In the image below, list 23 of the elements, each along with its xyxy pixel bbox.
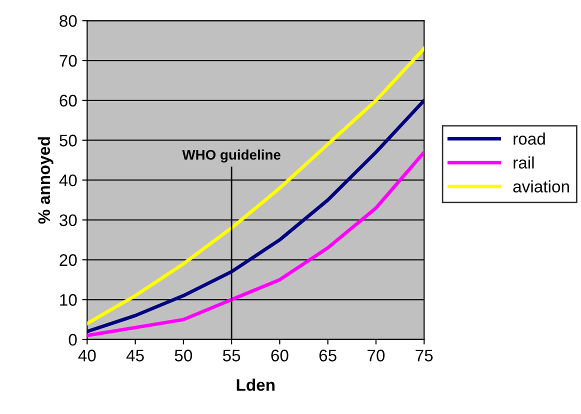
y-tick-label: 70 (60, 54, 77, 67)
y-axis-title: % annoyed (38, 137, 54, 224)
x-tick-label: 70 (368, 350, 385, 362)
x-tick-label: 45 (126, 350, 144, 362)
x-tick-label: 55 (222, 350, 240, 362)
y-tick-label: 40 (59, 174, 77, 186)
y-tick-label: 80 (60, 15, 77, 27)
x-tick-label: 65 (319, 350, 336, 362)
ref-line-label: WHO guideline (182, 150, 280, 163)
x-tick-label: 60 (271, 350, 288, 362)
y-tick-label: 30 (60, 214, 77, 226)
y-tick-label: 20 (60, 254, 77, 266)
y-tick-label: 50 (60, 134, 77, 146)
x-tick-label: 50 (174, 350, 192, 362)
x-tick-label: 75 (416, 350, 433, 362)
y-tick-label: 10 (60, 294, 77, 306)
x-axis-title: Lden (236, 378, 275, 391)
y-tick-label: 60 (60, 94, 77, 107)
x-tick-label: 40 (78, 350, 96, 362)
legend-label: rail (514, 156, 534, 169)
legend-label: aviation (513, 180, 569, 192)
y-tick-label: 0 (68, 334, 77, 346)
legend-label: road (514, 132, 545, 145)
